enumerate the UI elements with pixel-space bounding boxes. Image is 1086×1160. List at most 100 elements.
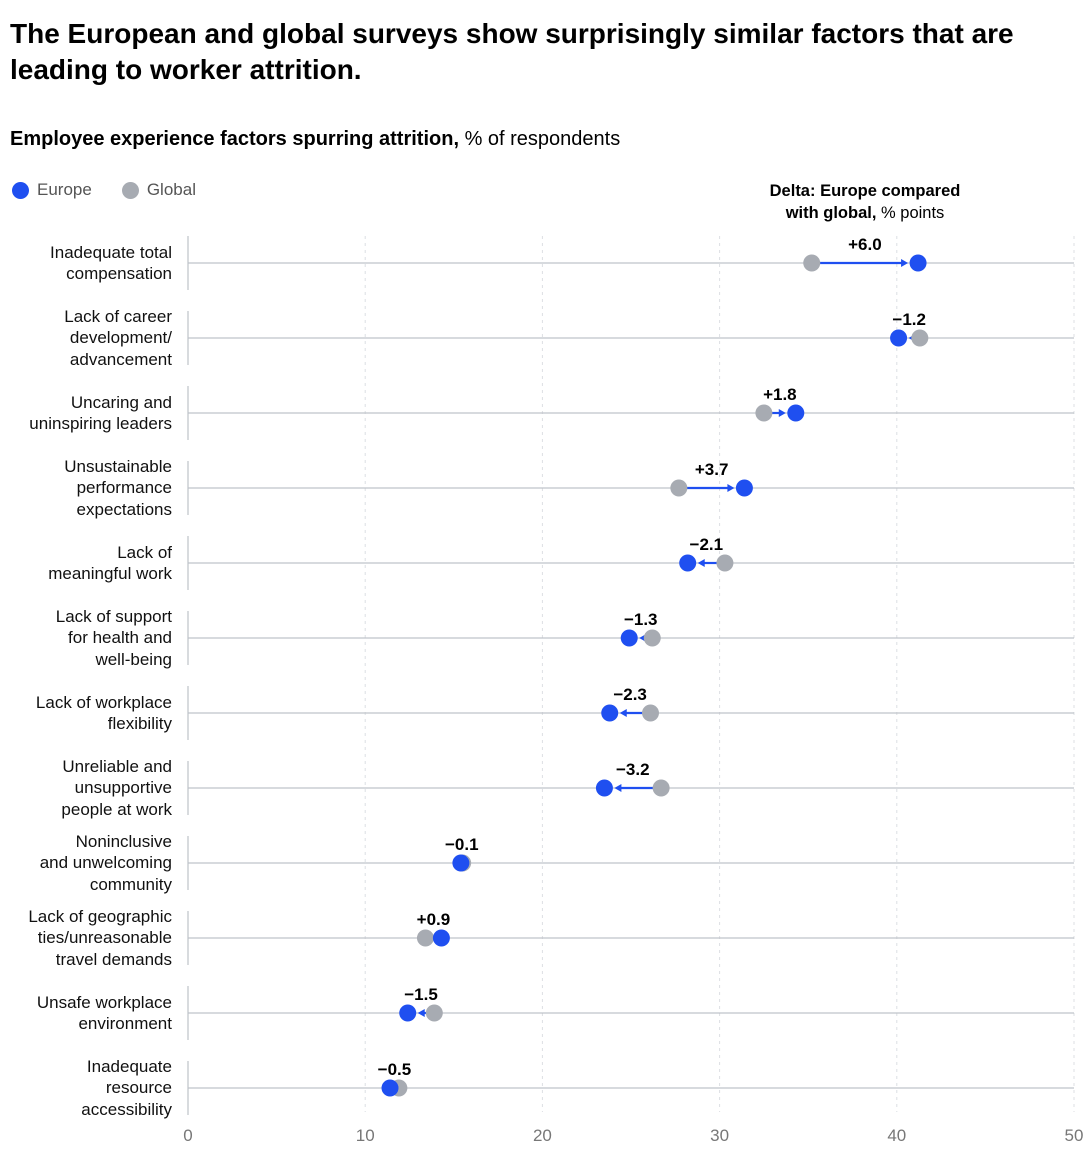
category-label: Uncaring and uninspiring leaders — [29, 392, 172, 435]
delta-label: −2.1 — [690, 535, 724, 554]
chart-subtitle: Employee experience factors spurring att… — [10, 126, 620, 152]
category-label-line: for health and — [68, 628, 172, 648]
europe-point — [735, 479, 753, 497]
category-label: Unsafe workplace environment — [37, 992, 172, 1035]
x-tick-label: 20 — [533, 1126, 552, 1145]
legend-global-swatch — [121, 181, 139, 199]
delta-label: +3.7 — [695, 460, 729, 479]
europe-point — [909, 254, 927, 272]
delta-label: −0.1 — [445, 835, 479, 854]
legend-item-global: Global — [121, 180, 196, 200]
category-label-line: resource — [105, 1078, 172, 1098]
europe-point — [620, 629, 638, 647]
category-label-line: ties/unreasonable — [37, 928, 172, 948]
category-label-line: Unreliable and — [62, 756, 172, 776]
delta-header-unit: % points — [876, 204, 945, 222]
europe-point — [890, 329, 908, 347]
category-label-line: Uncaring and — [70, 392, 172, 412]
category-label-line: and unwelcoming — [39, 853, 172, 873]
category-label-line: advancement — [69, 349, 172, 369]
category-label: Lack of geographic ties/unreasonable trave… — [28, 906, 172, 971]
category-label-line: Lack of — [117, 542, 172, 562]
delta-label: −0.5 — [378, 1060, 412, 1079]
category-label-line: Lack of geographic — [28, 906, 172, 926]
category-label-line: accessibility — [81, 1099, 172, 1119]
delta-label: −1.3 — [624, 610, 658, 629]
delta-label: +0.9 — [417, 910, 451, 929]
category-label-line: community — [89, 874, 172, 894]
global-point — [425, 1004, 443, 1022]
x-tick-label: 50 — [1065, 1126, 1084, 1145]
x-tick-label: 40 — [887, 1126, 906, 1145]
global-point — [643, 629, 661, 647]
category-label-line: Lack of support — [55, 606, 172, 626]
category-label-line: flexibility — [107, 714, 172, 733]
delta-label: −3.2 — [616, 760, 650, 779]
delta-label: −1.2 — [892, 310, 926, 329]
x-tick-label: 0 — [183, 1126, 192, 1145]
legend: Europe Global — [12, 180, 226, 200]
europe-point — [595, 779, 613, 797]
category-label-line: compensation — [66, 264, 172, 283]
legend-global-label: Global — [146, 180, 196, 199]
legend-europe-swatch — [12, 181, 29, 199]
europe-point — [432, 929, 450, 947]
x-tick-label: 10 — [356, 1126, 375, 1145]
legend-europe-label: Europe — [37, 180, 92, 199]
category-label: Lack of meaningful work — [48, 542, 172, 585]
category-label-line: uninspiring leaders — [29, 414, 172, 433]
europe-point — [452, 854, 470, 872]
global-point — [670, 479, 688, 497]
global-point — [641, 704, 659, 722]
category-label-line: Lack of career — [64, 306, 172, 326]
global-point — [716, 554, 734, 572]
subtitle-bold: Employee experience factors spurring att… — [10, 128, 460, 150]
category-label-line: Noninclusive — [75, 831, 172, 851]
delta-header-line2: with global, — [785, 204, 877, 222]
category-label-line: travel demands — [55, 949, 172, 969]
europe-point — [601, 704, 619, 722]
category-label: Lack of support for health and well-being — [56, 606, 172, 671]
delta-arrow-head — [417, 1009, 425, 1017]
global-point — [652, 779, 670, 797]
category-label: Unsustainable performance expectations — [64, 456, 172, 521]
category-label-line: environment — [78, 1014, 172, 1033]
category-label-line: Unsafe workplace — [36, 992, 172, 1012]
category-label: Lack of workplace flexibility — [36, 692, 172, 735]
europe-point — [679, 554, 697, 572]
delta-label: +6.0 — [848, 235, 882, 254]
category-label-line: people at work — [61, 799, 172, 819]
delta-label: +1.8 — [763, 385, 797, 404]
delta-arrow-head — [727, 484, 735, 492]
category-label-line: Unsustainable — [64, 456, 172, 476]
category-label: Unreliable and unsupportive people at work — [61, 756, 172, 821]
delta-label: −2.3 — [613, 685, 647, 704]
delta-arrow-head — [614, 784, 622, 792]
category-label-line: Inadequate total — [50, 242, 172, 262]
delta-label: −1.5 — [404, 985, 438, 1004]
global-point — [803, 254, 821, 272]
global-point — [755, 404, 773, 422]
category-label-line: Inadequate — [86, 1056, 172, 1076]
category-label: Lack of career development/advancement — [64, 306, 172, 371]
category-label-line: performance — [76, 478, 172, 498]
europe-point — [381, 1079, 399, 1097]
delta-arrow-head — [619, 709, 627, 717]
category-label: Noninclusive and unwelcoming community — [40, 831, 172, 896]
category-label: Inadequate resource accessibility — [81, 1056, 172, 1121]
delta-header-line1: Delta: Europe compared — [769, 182, 961, 200]
delta-arrow-head — [901, 259, 909, 267]
delta-arrow-head — [778, 409, 786, 417]
category-label: Inadequate total compensation — [50, 242, 172, 285]
category-label-line: unsupportive — [74, 778, 172, 798]
delta-arrow-head — [697, 559, 705, 567]
category-label-line: meaningful work — [48, 564, 172, 583]
category-label-line: Lack of workplace — [35, 692, 172, 712]
subtitle-unit: % of respondents — [459, 128, 621, 150]
europe-point — [399, 1004, 417, 1022]
legend-item-europe: Europe — [12, 180, 92, 200]
chart-headline: The European and global surveys show sur… — [10, 18, 1014, 85]
category-label-line: development/ — [69, 328, 172, 348]
category-label-line: well-being — [95, 649, 172, 669]
